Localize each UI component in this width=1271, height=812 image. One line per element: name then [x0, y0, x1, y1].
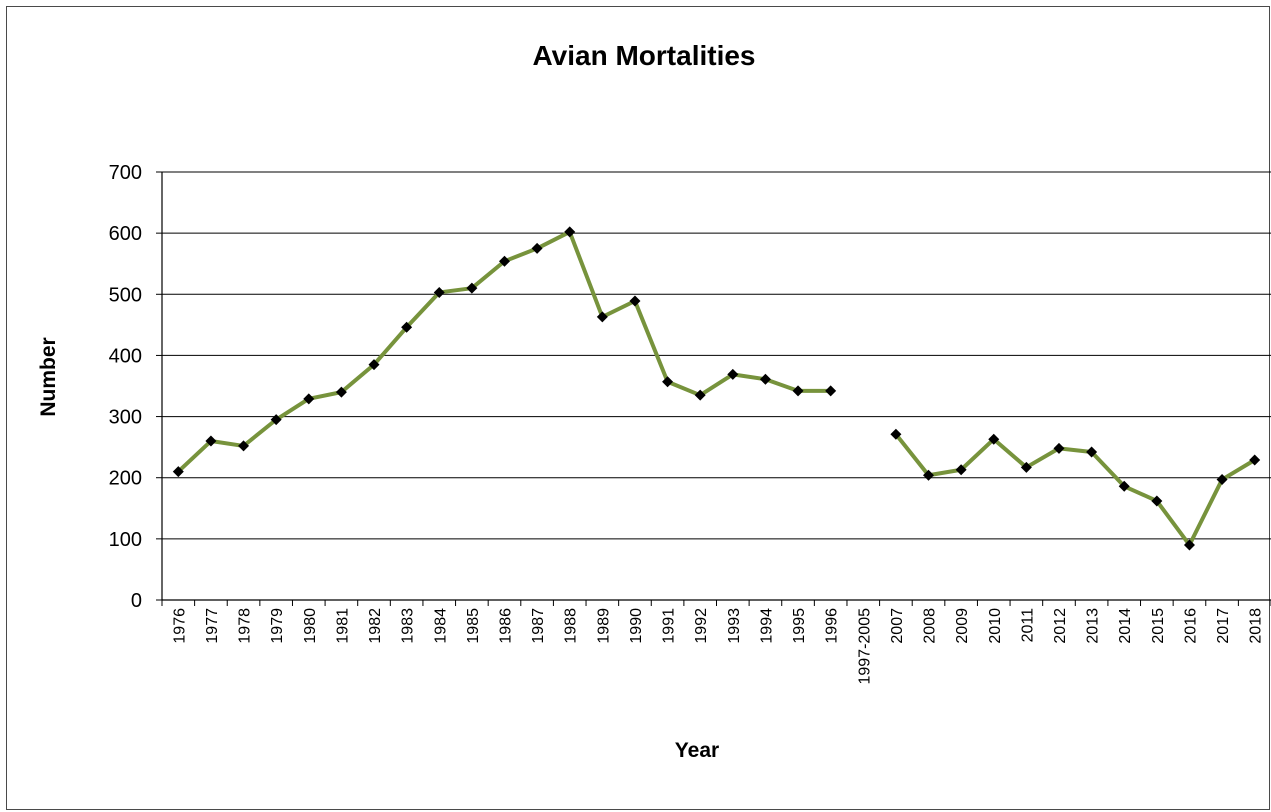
data-point: [303, 393, 315, 405]
data-point: [988, 433, 1000, 445]
data-point: [531, 242, 543, 254]
data-point: [629, 295, 641, 307]
x-axis-title: Year: [675, 739, 719, 762]
data-point: [205, 435, 217, 447]
data-point: [466, 282, 478, 294]
x-tick-label: 1980: [302, 608, 319, 644]
data-point: [433, 286, 445, 298]
data-point: [1249, 454, 1261, 466]
x-tick-labels: 1976 1977 1978 1979 1980 1981 1982 1983 1984 1985…: [171, 608, 1264, 685]
x-tick-label: 2017: [1215, 608, 1232, 644]
data-point: [955, 464, 967, 476]
chart-frame: 0 100 200 300 400 500 600 700 1976 1977 1978 1979 1…: [6, 6, 1271, 810]
axes: [156, 171, 1271, 606]
data-point: [1086, 446, 1098, 458]
x-tick-label: 1982: [367, 608, 384, 644]
data-point: [368, 359, 380, 371]
data-point: [759, 373, 771, 385]
x-tick-label: 1983: [400, 608, 417, 644]
x-tick-label: 1994: [758, 608, 775, 644]
data-point: [498, 255, 510, 267]
x-tick-label: 2014: [1117, 608, 1134, 644]
x-tick-label: 2018: [1248, 608, 1265, 644]
data-point: [1020, 461, 1032, 473]
x-tick-label: 1993: [726, 608, 743, 644]
y-tick-label: 300: [109, 407, 142, 429]
x-tick-label: 2009: [954, 608, 971, 644]
x-tick-label: 1984: [432, 608, 449, 644]
data-point: [1053, 442, 1065, 454]
x-tick-label: 1981: [334, 608, 351, 644]
x-tick-label: 1997-2005: [856, 608, 873, 685]
data-point: [335, 386, 347, 398]
data-point: [172, 466, 184, 478]
x-tick-label: 1987: [530, 608, 547, 644]
data-point: [890, 428, 902, 440]
x-tick-label: 2013: [1085, 608, 1102, 644]
x-tick-label: 2010: [987, 608, 1004, 644]
x-tick-label: 1985: [465, 608, 482, 644]
gridlines: [162, 171, 1271, 540]
data-point: [1183, 539, 1195, 551]
data-point: [238, 440, 250, 452]
x-tick-label: 2015: [1150, 608, 1167, 644]
y-tick-labels: 0 100 200 300 400 500 600 700: [109, 162, 142, 612]
x-tick-label: 1979: [269, 608, 286, 644]
series-line: [176, 229, 831, 474]
data-point: [270, 414, 282, 426]
series-line: [894, 433, 1256, 547]
y-axis-title: Number: [37, 337, 60, 416]
x-tick-label: 1977: [204, 608, 221, 644]
data-point: [596, 311, 608, 323]
x-tick-label: 1990: [628, 608, 645, 644]
x-tick-label: 2016: [1182, 608, 1199, 644]
y-tick-label: 600: [109, 223, 142, 245]
data-point: [825, 385, 837, 397]
x-tick-label: 2012: [1052, 608, 1069, 644]
data-point: [1118, 480, 1130, 492]
y-tick-label: 0: [131, 590, 142, 612]
data-point: [401, 321, 413, 333]
x-tick-label: 1991: [661, 608, 678, 644]
data-point: [662, 376, 674, 388]
data-point: [564, 226, 576, 238]
x-tick-label: 1989: [595, 608, 612, 644]
y-tick-label: 500: [109, 284, 142, 306]
data-point: [1151, 495, 1163, 507]
series-markers: [172, 226, 1261, 551]
x-tick-label: 1992: [693, 608, 710, 644]
x-tick-label: 2011: [1019, 608, 1036, 643]
y-tick-label: 100: [109, 529, 142, 551]
y-tick-label: 200: [109, 468, 142, 490]
x-tick-label: 1988: [563, 608, 580, 644]
x-tick-label: 1996: [824, 608, 841, 644]
data-point: [727, 368, 739, 380]
x-tick-label: 1976: [171, 608, 188, 644]
x-tick-label: 1995: [791, 608, 808, 644]
x-tick-label: 1986: [497, 608, 514, 644]
data-point: [923, 469, 935, 481]
data-point: [792, 385, 804, 397]
data-point: [1216, 474, 1228, 486]
x-tick-label: 1978: [237, 608, 254, 644]
y-tick-label: 700: [109, 162, 142, 184]
x-tick-label: 2008: [922, 608, 939, 644]
data-point: [694, 389, 706, 401]
y-tick-label: 400: [109, 345, 142, 367]
x-tick-label: 2007: [889, 608, 906, 644]
chart-title: Avian Mortalities: [532, 40, 755, 71]
